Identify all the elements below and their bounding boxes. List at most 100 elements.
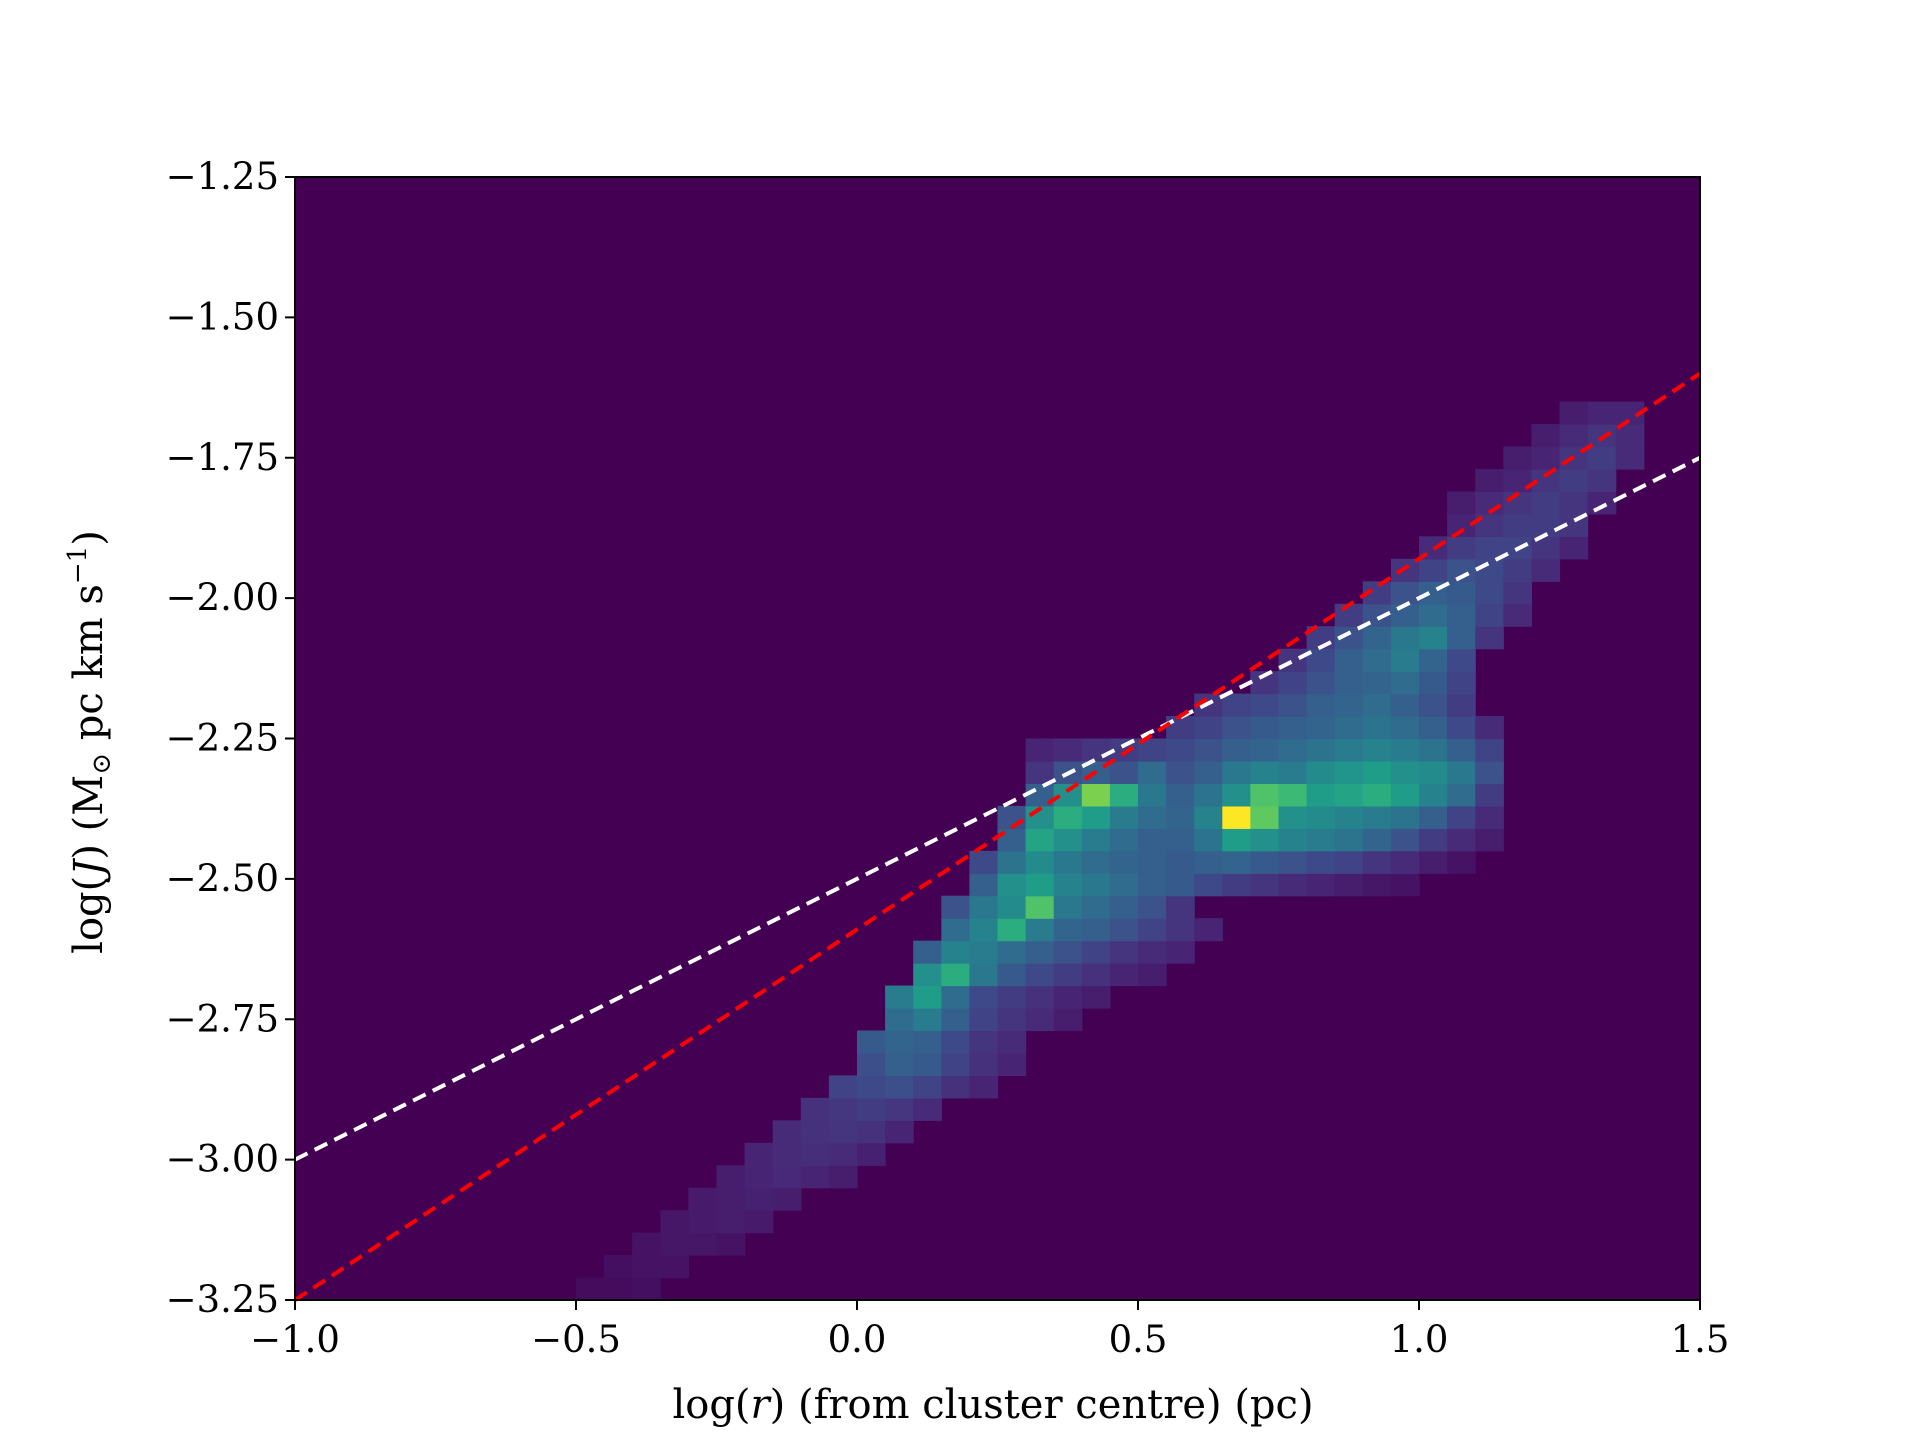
- heatmap-cell: [1081, 985, 1111, 1009]
- heatmap-cell: [941, 985, 970, 1009]
- heatmap-cell: [997, 1008, 1027, 1032]
- heatmap-cell: [1166, 895, 1195, 919]
- heatmap-cell: [1222, 760, 1251, 785]
- heatmap-cell: [1334, 783, 1364, 807]
- heatmap-cell: [997, 873, 1027, 897]
- x-tick-label: −1.0: [250, 1318, 340, 1361]
- heatmap-cell: [1475, 783, 1504, 807]
- heatmap-cell: [1503, 468, 1532, 493]
- heatmap-cell: [941, 963, 970, 987]
- y-tick-label: −2.25: [166, 717, 279, 760]
- heatmap-cell: [1166, 873, 1195, 897]
- heatmap-cell: [1390, 716, 1420, 740]
- heatmap-cell: [1222, 805, 1251, 829]
- heatmap-cell: [969, 985, 999, 1009]
- heatmap-cell: [1138, 738, 1167, 762]
- heatmap-cell: [1306, 738, 1336, 762]
- heatmap-cell: [1138, 760, 1167, 785]
- heatmap-cell: [1587, 446, 1617, 470]
- heatmap-cell: [1278, 783, 1308, 807]
- heatmap-cell: [1138, 850, 1167, 874]
- heatmap-cell: [997, 963, 1027, 987]
- heatmap-cell: [1334, 873, 1364, 897]
- heatmap-cell: [1475, 581, 1504, 605]
- heatmap-cell: [1334, 828, 1364, 852]
- heatmap-cell: [885, 1052, 914, 1076]
- heatmap-cell: [1053, 1008, 1083, 1032]
- heatmap-cell: [1278, 850, 1308, 874]
- heatmap-cell: [772, 1187, 802, 1211]
- heatmap-cell: [1166, 738, 1195, 762]
- heatmap-cell: [1250, 873, 1280, 897]
- heatmap-cell: [1109, 918, 1139, 942]
- heatmap-cell: [1138, 918, 1167, 942]
- heatmap-cell: [660, 1232, 689, 1256]
- heatmap-cell: [1447, 558, 1476, 582]
- heatmap-cell: [1419, 783, 1448, 807]
- heatmap-cell: [1306, 716, 1336, 740]
- y-tick-label: −1.75: [166, 436, 279, 479]
- heatmap-cell: [969, 895, 999, 919]
- heatmap-cell: [1194, 918, 1223, 942]
- heatmap-cell: [1278, 671, 1308, 695]
- heatmap-cell: [1278, 716, 1308, 740]
- heatmap-cell: [1334, 693, 1364, 717]
- heatmap-cell: [1419, 760, 1448, 785]
- heatmap-cell: [1503, 513, 1532, 537]
- heatmap-cell: [1447, 850, 1476, 874]
- heatmap-cell: [1306, 693, 1336, 717]
- heatmap-cell: [1334, 760, 1364, 785]
- heatmap-cell: [1559, 513, 1589, 537]
- heatmap-cell: [1503, 558, 1532, 582]
- heatmap-cell: [1138, 805, 1167, 829]
- heatmap-cell: [1109, 963, 1139, 987]
- heatmap-cell: [1362, 828, 1392, 852]
- heatmap-cell: [997, 985, 1027, 1009]
- heatmap-cell: [857, 1120, 886, 1144]
- heatmap-cell: [1025, 850, 1055, 874]
- heatmap-cell: [1334, 671, 1364, 695]
- heatmap-cell: [1531, 468, 1561, 493]
- heatmap-cell: [941, 918, 970, 942]
- heatmap-cell: [969, 918, 999, 942]
- heatmap-cell: [857, 1075, 886, 1099]
- heatmap-cell: [969, 1030, 999, 1054]
- heatmap-cell: [1306, 783, 1336, 807]
- heatmap-cell: [716, 1210, 746, 1234]
- heatmap-cell: [1166, 805, 1195, 829]
- heatmap-cell: [1166, 850, 1195, 874]
- heatmap-cell: [1390, 671, 1420, 695]
- heatmap-cell: [772, 1120, 802, 1144]
- heatmap-cell: [1081, 895, 1111, 919]
- heatmap-cell: [1166, 760, 1195, 785]
- heatmap-cell: [969, 963, 999, 987]
- heatmap-cell: [1081, 873, 1111, 897]
- heatmap-cell: [1166, 716, 1195, 740]
- heatmap-cell: [969, 1008, 999, 1032]
- heatmap-cell: [1138, 828, 1167, 852]
- heatmap-cell: [1278, 873, 1308, 897]
- heatmap-cell: [1419, 738, 1448, 762]
- heatmap-cell: [1559, 401, 1589, 425]
- heatmap-cell: [941, 1030, 970, 1054]
- heatmap-cell: [1334, 850, 1364, 874]
- heatmap-cell: [1053, 738, 1083, 762]
- heatmap-cell: [1109, 873, 1139, 897]
- heatmap-cell: [1475, 626, 1504, 650]
- heatmap-cell: [1109, 828, 1139, 852]
- heatmap-cell: [1419, 716, 1448, 740]
- heatmap-cell: [1166, 940, 1195, 964]
- heatmap-cell: [969, 1052, 999, 1076]
- heatmap-cell: [913, 1075, 942, 1099]
- heatmap-cell: [1362, 805, 1392, 829]
- heatmap-cell: [1362, 671, 1392, 695]
- y-tick-label: −3.00: [166, 1138, 279, 1181]
- heatmap-cell: [941, 940, 970, 964]
- x-tick-label: 1.0: [1390, 1318, 1449, 1361]
- heatmap-cell: [1362, 873, 1392, 897]
- heatmap-cell: [1250, 738, 1280, 762]
- heatmap-cell: [828, 1120, 858, 1144]
- heatmap-cell: [1362, 760, 1392, 785]
- heatmap-cell: [1475, 513, 1504, 537]
